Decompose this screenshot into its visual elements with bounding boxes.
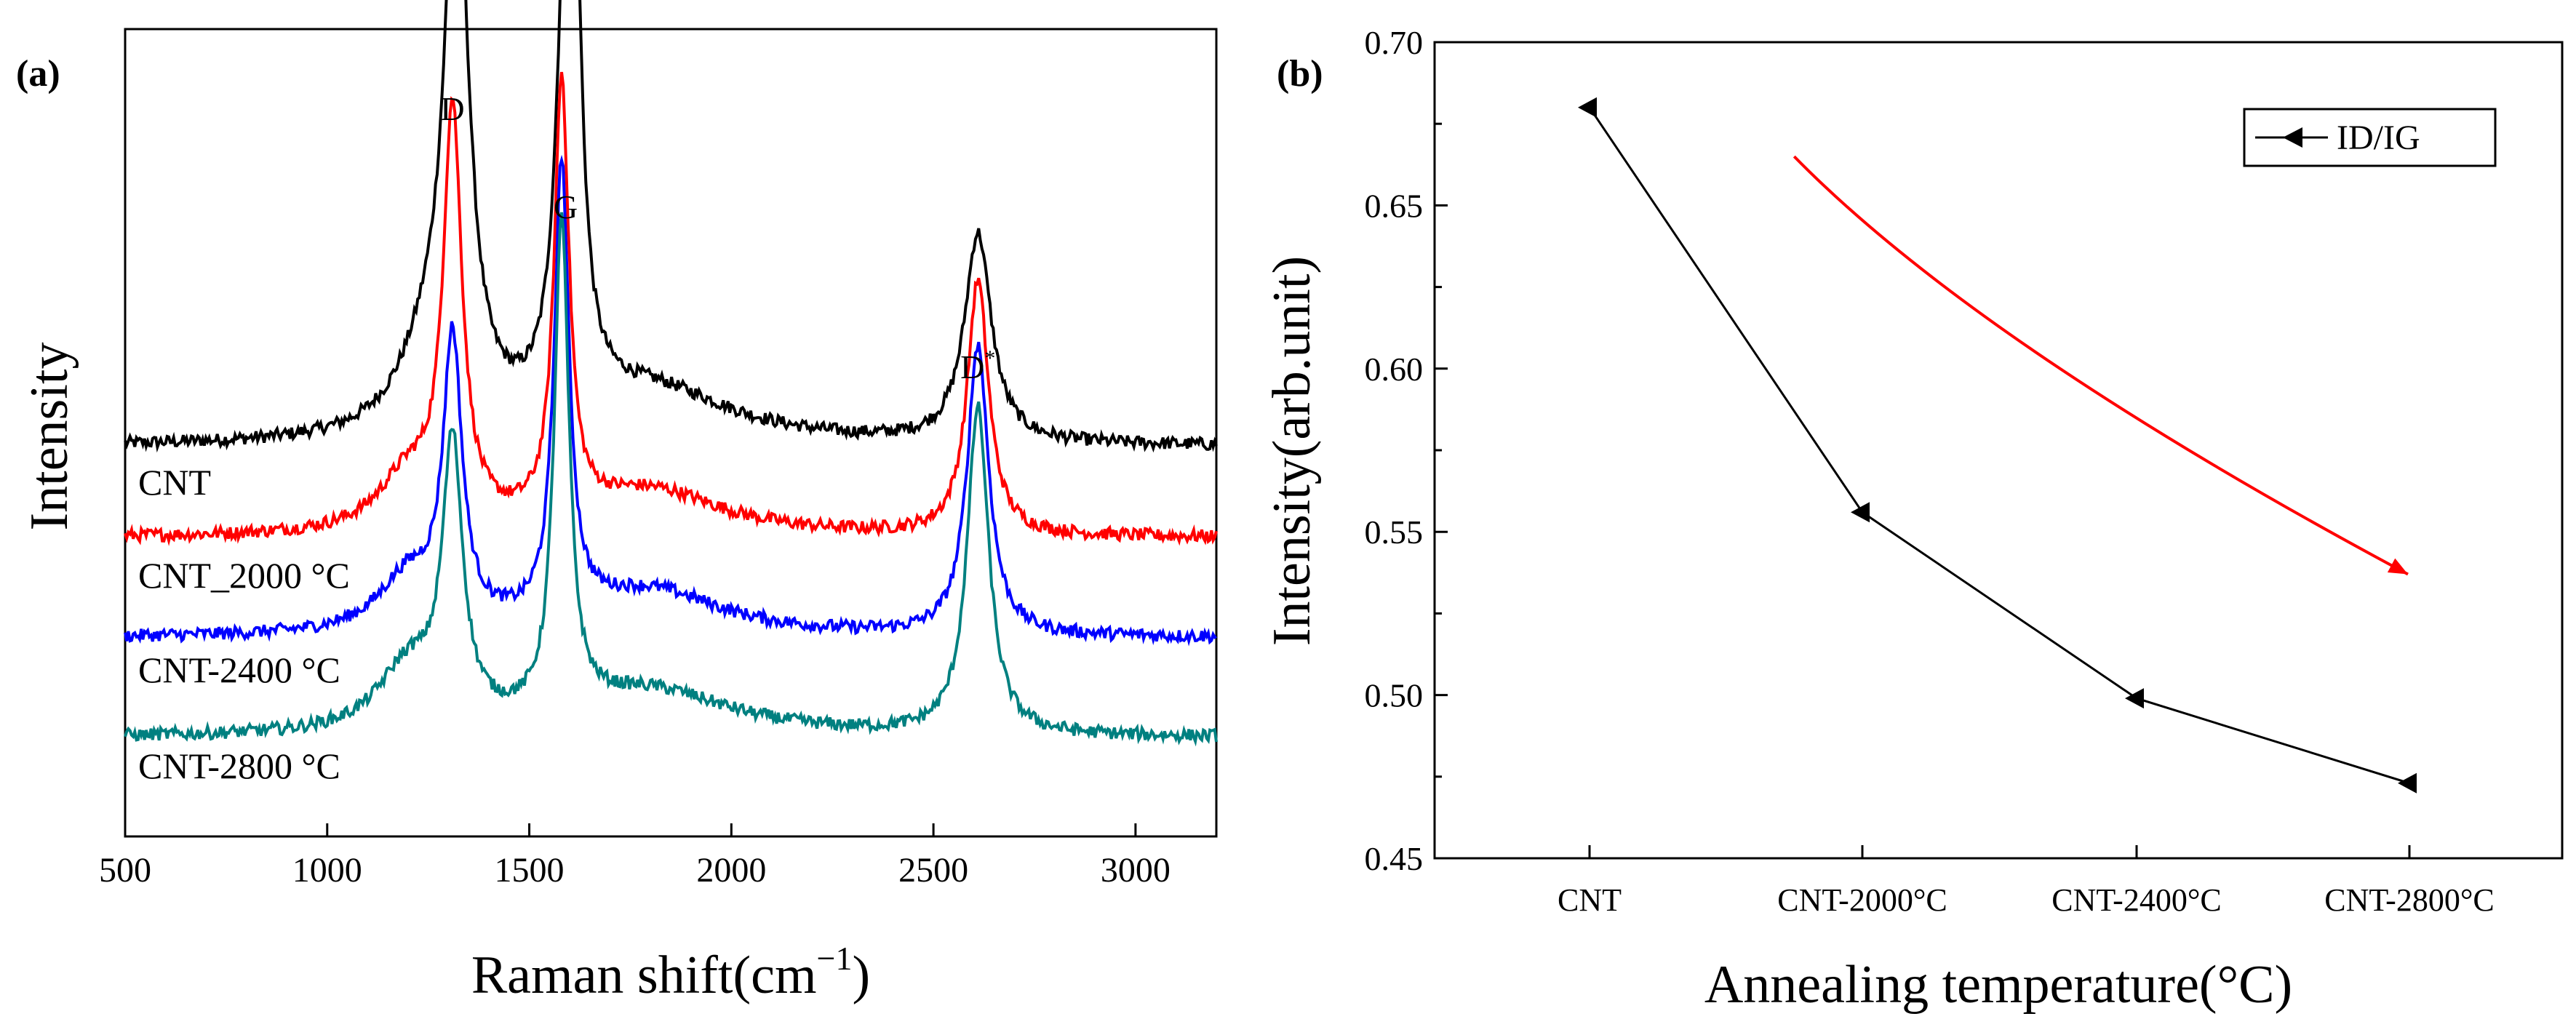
series-label: CNT-2400 °C [138, 650, 340, 690]
legend-label: ID/IG [2337, 119, 2420, 157]
peak-label: D [440, 90, 464, 127]
panel-a-label: (a) [16, 53, 60, 95]
panel-b-y-axis: 0.45 0.50 0.55 0.60 0.65 0.70 [1365, 24, 1448, 877]
peak-label: D* [960, 346, 995, 385]
y-tick-label: 0.55 [1365, 514, 1424, 551]
x-tick-label: 1500 [495, 851, 565, 890]
data-point-marker [1578, 97, 1597, 118]
panel-a: (a) 500 1000 1500 2000 2500 3000 CNT CNT_2000 … [16, 0, 1218, 1005]
peak-label-text: D [440, 90, 464, 127]
panel-a-x-label-suffix: ) [853, 946, 871, 1005]
panel-a-plot-area [124, 0, 1218, 747]
spectrum-line [124, 0, 1218, 453]
peak-label-text: D [960, 348, 984, 385]
x-tick-label: CNT [1558, 882, 1622, 918]
panel-b-y-axis-label: Intensity(arb.unit) [1262, 256, 1322, 646]
data-point-marker [2125, 688, 2144, 709]
panel-b-label: (b) [1277, 53, 1323, 95]
panel-a-x-label-main: Raman shift(cm [471, 946, 817, 1005]
x-tick-label: CNT-2400°C [2051, 882, 2222, 918]
series-label: CNT-2800 °C [138, 746, 340, 786]
series-line [1588, 106, 2410, 785]
y-tick-label: 0.65 [1365, 187, 1424, 224]
legend-triangle-marker-icon [2283, 127, 2302, 148]
y-tick-label: 0.60 [1365, 351, 1424, 388]
x-tick-label: 500 [99, 851, 151, 890]
x-tick-label: CNT-2800°C [2324, 882, 2495, 918]
panel-b-legend: ID/IG [2243, 108, 2497, 167]
x-tick-label: 2500 [898, 851, 968, 890]
panel-a-y-axis-label: Intensity [20, 343, 79, 531]
panel-b: (b) 0.45 0.50 0.55 0.60 0.65 0.70 CNT CNT-2000… [1262, 24, 2564, 1015]
panel-b-trend-arrow [1793, 155, 2409, 576]
data-point-marker [1851, 502, 1870, 523]
data-point-marker [2398, 772, 2417, 794]
series-label: CNT [138, 462, 211, 503]
y-tick-label: 0.50 [1365, 677, 1424, 714]
panel-a-series-labels: CNT CNT_2000 °C CNT-2400 °C CNT-2800 °C [138, 462, 350, 786]
trend-arrow-curve [1793, 155, 2409, 576]
y-tick-label: 0.70 [1365, 24, 1424, 61]
spectrum-line [124, 71, 1218, 546]
series-label: CNT_2000 °C [138, 555, 350, 596]
peak-label: G [554, 188, 578, 225]
y-tick-label: 0.45 [1365, 840, 1424, 877]
trend-arrow-head [2387, 558, 2408, 575]
panel-a-x-axis: 500 1000 1500 2000 2500 3000 [99, 823, 1171, 890]
panel-a-x-axis-label: Raman shift(cm−1) [471, 940, 870, 1005]
x-tick-label: 1000 [292, 851, 362, 890]
panel-a-x-label-sup: −1 [817, 940, 853, 977]
spectrum-line [124, 212, 1218, 747]
x-tick-label: 3000 [1101, 851, 1171, 890]
panel-b-x-axis-label: Annealing temperature(°C) [1704, 955, 2292, 1015]
panel-b-x-axis: CNT CNT-2000°C CNT-2400°C CNT-2800°C [1558, 845, 2495, 918]
peak-label-sup: * [984, 346, 995, 370]
panel-b-plot-area [1578, 97, 2417, 794]
panel-a-peak-labels: DGD* [440, 90, 995, 385]
x-tick-label: CNT-2000°C [1777, 882, 1947, 918]
x-tick-label: 2000 [696, 851, 766, 890]
peak-label-text: G [554, 188, 578, 225]
panel-a-frame [124, 28, 1218, 838]
spectrum-line [124, 154, 1217, 647]
